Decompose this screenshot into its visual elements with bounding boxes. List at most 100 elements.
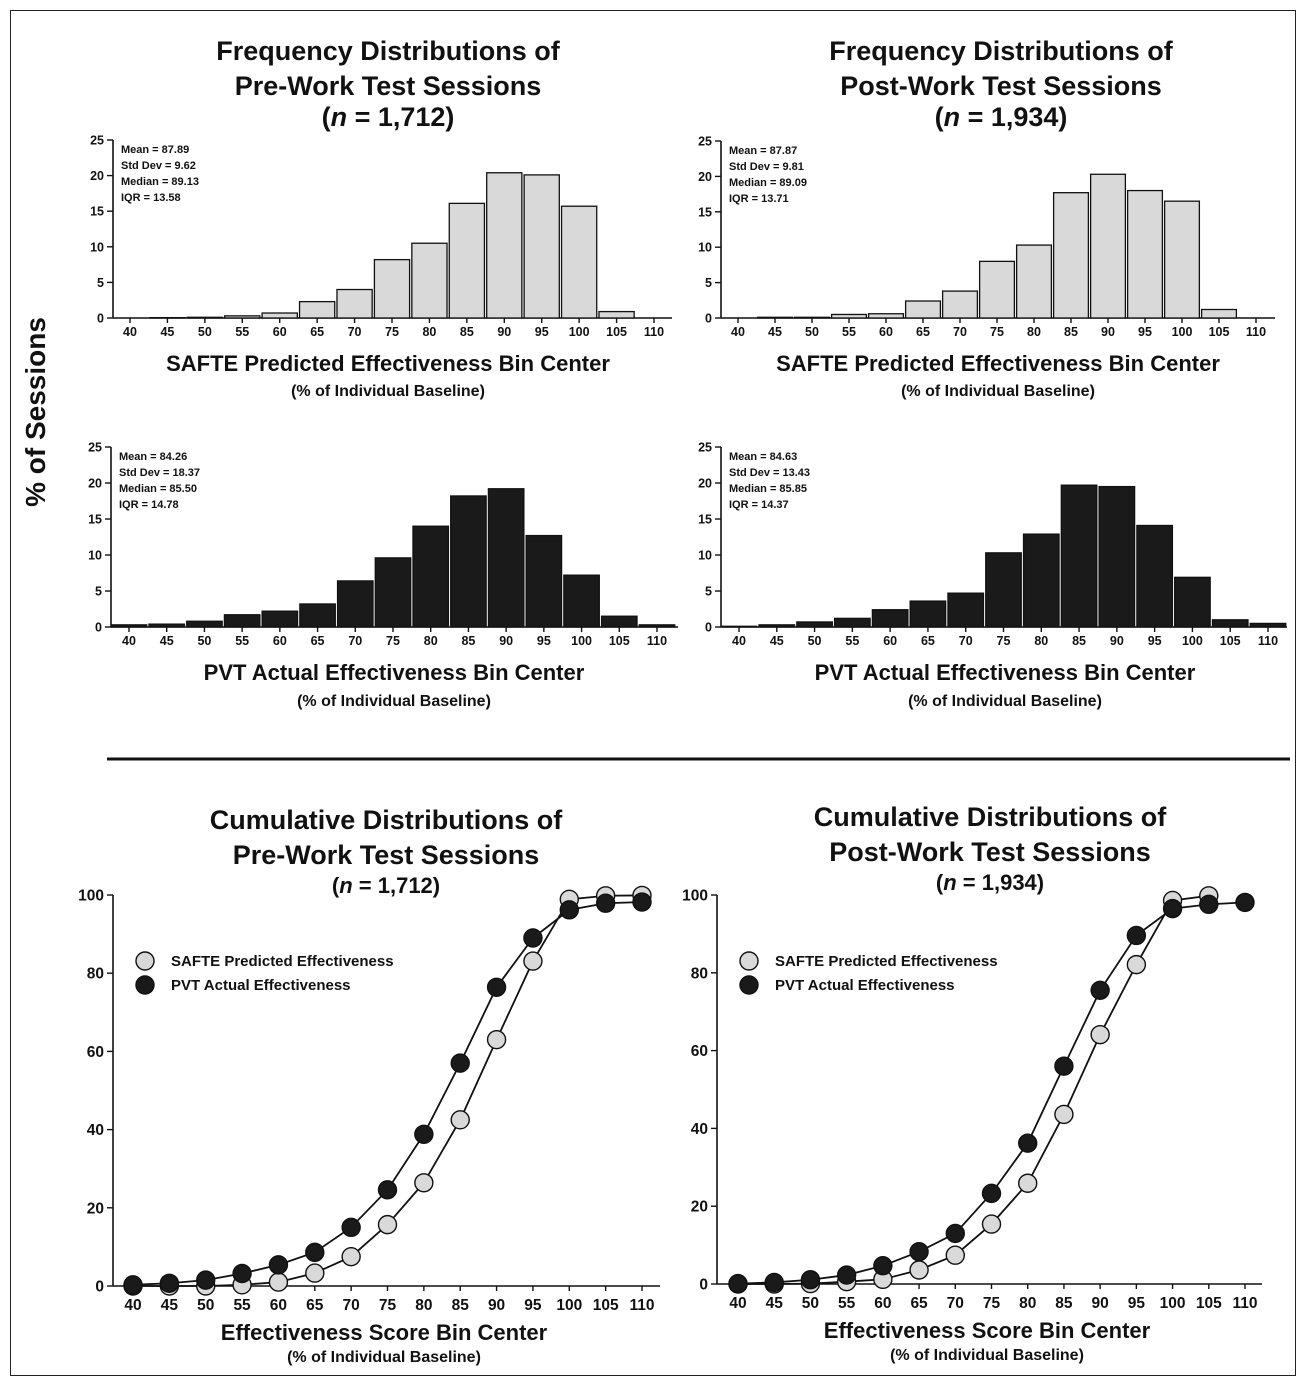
y-tick-label: 10 [90,240,104,254]
x-tick-label: 60 [273,325,287,339]
bar-95 [1126,189,1164,319]
x-tick-label: 45 [160,325,174,339]
x-tick-label: 60 [879,325,893,339]
x-tick-label: 70 [959,634,973,648]
y-tick-label: 5 [705,276,712,290]
point-1-45 [159,1273,180,1293]
bar-105 [1211,619,1249,628]
point-0-65 [909,1260,929,1280]
x-axis-subtitle: (% of Individual Baseline) [901,383,1095,400]
point-0-85 [450,1110,470,1130]
x-tick-label: 95 [1128,1295,1146,1312]
x-tick-label: 75 [386,634,400,648]
y-tick-label: 25 [698,441,712,455]
x-tick-label: 50 [802,1295,819,1312]
bar-70 [336,288,373,319]
y-tick-label: 40 [691,1121,708,1138]
point-0-75 [377,1214,398,1235]
bar-65 [904,300,942,319]
bar-50 [186,316,224,319]
bar-45 [148,623,186,628]
chart-safte_post: 0 5 10 15 20 25 40 45 50 55 60 65 70 75 80 85 90 95 100 105… [698,135,1275,400]
point-0-60 [268,1272,289,1292]
point-1-90 [486,977,507,997]
x-tick-label: 100 [556,1297,582,1314]
bar-100 [563,574,600,628]
bar-75 [373,258,411,319]
legend-marker [135,975,155,995]
cum-post-title-line1: Cumulative Distributions of [814,802,1168,832]
bar-50 [793,316,831,319]
point-1-110 [632,892,652,912]
bar-60 [261,610,299,628]
x-tick-label: 95 [1148,634,1162,648]
x-tick-label: 45 [161,1297,179,1314]
x-tick-label: 85 [452,1297,470,1314]
y-tick-label: 10 [698,549,712,563]
bar-80 [412,525,450,628]
point-1-105 [595,893,616,913]
stat-label: Median = 89.13 [121,176,199,188]
x-axis-title: PVT Actual Effectiveness Bin Center [204,660,585,685]
x-tick-label: 55 [838,1295,856,1312]
y-tick-label: 0 [95,621,102,635]
bar-100 [560,205,598,319]
point-1-65 [305,1242,325,1263]
x-tick-label: 90 [497,325,511,339]
point-1-75 [377,1180,398,1200]
x-tick-label: 85 [461,634,475,648]
freq-pre-n: (n = 1,712) [322,102,455,132]
y-tick-label: 0 [705,621,712,635]
legend-label: SAFTE Predicted Effectiveness [171,953,394,970]
x-tick-label: 65 [921,634,935,648]
x-tick-label: 75 [990,325,1004,339]
bar-40 [110,624,148,628]
x-axis-subtitle: (% of Individual Baseline) [297,693,491,710]
x-tick-label: 110 [629,1297,654,1314]
legend-marker [739,975,759,995]
y-tick-label: 100 [682,888,708,905]
x-tick-label: 90 [1092,1295,1109,1312]
point-1-60 [873,1256,893,1276]
point-1-100 [559,900,579,920]
point-1-80 [414,1124,434,1144]
bar-110 [1249,622,1287,628]
x-axis-subtitle: (% of Individual Baseline) [291,383,485,400]
point-0-75 [981,1214,1002,1234]
x-tick-label: 40 [123,325,137,339]
bar-70 [941,290,979,319]
bar-45 [756,316,794,319]
bar-105 [600,615,638,628]
legend-label: PVT Actual Effectiveness [171,977,351,994]
y-tick-label: 0 [705,312,712,326]
stat-label: Std Dev = 9.81 [729,161,804,173]
point-0-85 [1054,1104,1074,1125]
bar-90 [486,172,523,319]
x-axis-title: SAFTE Predicted Effectiveness Bin Center [166,351,610,376]
bar-80 [411,242,448,319]
point-1-40 [123,1275,143,1295]
stat-label: IQR = 13.71 [729,193,789,205]
x-tick-label: 55 [233,1297,251,1314]
chart-cum_pre: 0 20 40 60 80 100 40 45 50 55 60 65 70 75 80 85 90 95 100 1… [78,885,660,1366]
y-tick-label: 0 [699,1277,708,1294]
point-1-65 [909,1242,929,1262]
x-tick-label: 75 [385,325,399,339]
x-tick-label: 85 [1064,325,1078,339]
y-tick-label: 25 [88,441,102,455]
bar-55 [223,614,261,628]
x-tick-label: 40 [732,634,746,648]
cum-pre-title-line2: Pre-Work Test Sessions [233,840,540,870]
x-tick-label: 65 [311,634,325,648]
stat-label: Mean = 84.63 [729,451,797,463]
x-tick-label: 105 [606,325,627,339]
x-tick-label: 90 [1101,325,1115,339]
x-axis-title: SAFTE Predicted Effectiveness Bin Center [776,351,1220,376]
x-tick-label: 70 [947,1295,964,1312]
y-tick-label: 25 [90,134,104,148]
figure-frame [10,10,1296,1376]
x-tick-label: 100 [569,325,590,339]
x-tick-label: 50 [805,325,819,339]
x-axis-title: Effectiveness Score Bin Center [824,1318,1151,1343]
bar-45 [758,624,796,628]
